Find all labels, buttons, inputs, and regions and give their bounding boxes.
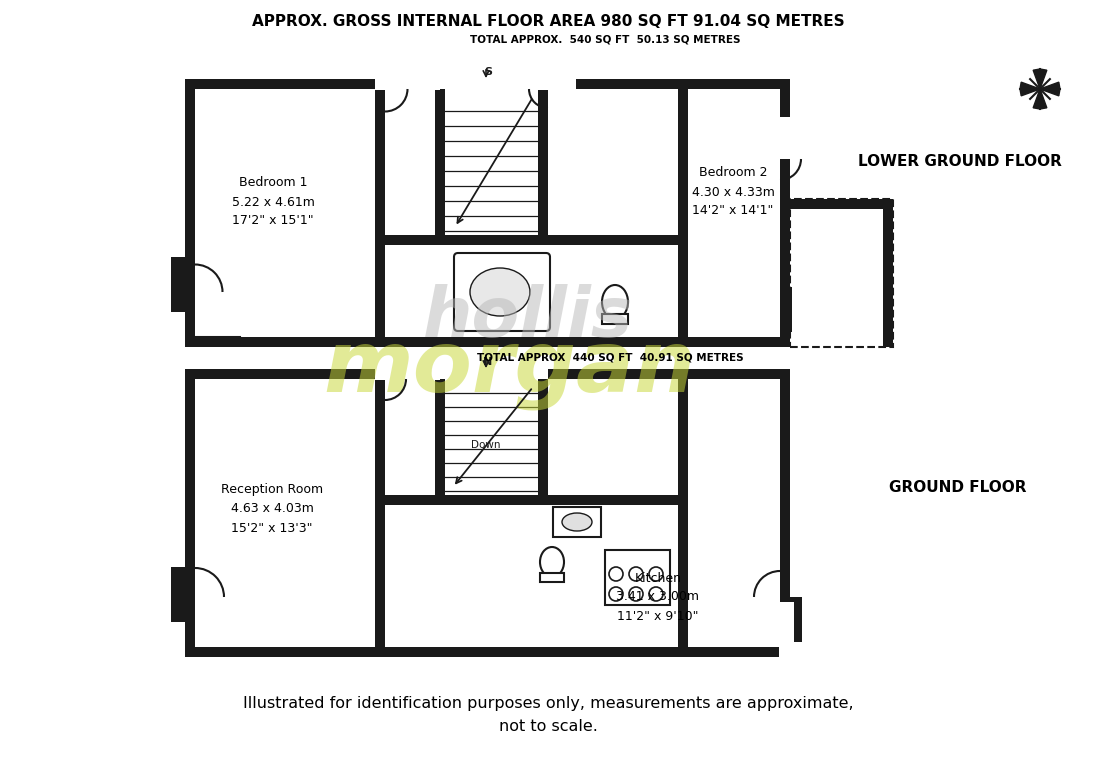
Ellipse shape bbox=[602, 285, 628, 319]
Bar bbox=[790, 199, 893, 347]
FancyBboxPatch shape bbox=[454, 253, 550, 331]
Bar bbox=[434, 379, 446, 505]
Bar bbox=[375, 79, 434, 89]
Bar bbox=[553, 507, 601, 537]
Text: morgan: morgan bbox=[323, 327, 696, 410]
Bar bbox=[375, 379, 688, 647]
Polygon shape bbox=[1040, 82, 1060, 96]
Text: TOTAL APPROX.  540 SQ FT  50.13 SQ METRES: TOTAL APPROX. 540 SQ FT 50.13 SQ METRES bbox=[470, 34, 740, 44]
Bar bbox=[375, 79, 385, 347]
Bar bbox=[375, 79, 688, 347]
Bar bbox=[375, 495, 688, 505]
Text: APPROX. GROSS INTERNAL FLOOR AREA 980 SQ FT 91.04 SQ METRES: APPROX. GROSS INTERNAL FLOOR AREA 980 SQ… bbox=[252, 15, 845, 30]
Bar bbox=[375, 369, 688, 657]
Text: N: N bbox=[483, 357, 493, 367]
Bar bbox=[538, 379, 548, 505]
Bar bbox=[375, 75, 440, 90]
Text: Illustrated for identification purposes only, measurements are approximate,
not : Illustrated for identification purposes … bbox=[243, 695, 854, 734]
Bar bbox=[434, 79, 548, 89]
Text: GROUND FLOOR: GROUND FLOOR bbox=[889, 479, 1026, 494]
Polygon shape bbox=[1033, 89, 1047, 109]
Bar bbox=[195, 379, 780, 647]
Bar bbox=[260, 647, 375, 657]
Bar bbox=[245, 337, 375, 347]
Bar bbox=[185, 337, 790, 347]
Text: hollis: hollis bbox=[422, 284, 634, 350]
Text: Bedroom 1
5.22 x 4.61m
17'2" x 15'1": Bedroom 1 5.22 x 4.61m 17'2" x 15'1" bbox=[232, 176, 315, 228]
Ellipse shape bbox=[540, 547, 564, 577]
Bar bbox=[185, 369, 790, 379]
Bar bbox=[170, 567, 185, 622]
Text: S: S bbox=[484, 67, 492, 77]
Bar bbox=[688, 369, 780, 379]
Bar bbox=[540, 573, 564, 582]
Bar bbox=[790, 597, 802, 642]
Bar bbox=[173, 262, 185, 312]
Bar bbox=[602, 314, 628, 324]
Ellipse shape bbox=[562, 513, 592, 531]
Text: TOTAL APPROX  440 SQ FT  40.91 SQ METRES: TOTAL APPROX 440 SQ FT 40.91 SQ METRES bbox=[476, 353, 744, 363]
Bar bbox=[779, 602, 794, 657]
Bar bbox=[195, 337, 230, 347]
Bar bbox=[548, 79, 688, 89]
Bar bbox=[434, 79, 446, 245]
Bar bbox=[195, 369, 375, 379]
Bar bbox=[195, 89, 780, 337]
Bar bbox=[538, 74, 558, 89]
Bar bbox=[185, 369, 195, 657]
Bar bbox=[780, 79, 790, 347]
Text: Bedroom 2
4.30 x 4.33m
14'2" x 14'1": Bedroom 2 4.30 x 4.33m 14'2" x 14'1" bbox=[692, 166, 774, 218]
Bar bbox=[678, 369, 688, 657]
Bar bbox=[780, 199, 790, 347]
Bar bbox=[780, 287, 792, 332]
Bar bbox=[375, 235, 688, 245]
Bar bbox=[605, 550, 670, 605]
Polygon shape bbox=[1033, 69, 1047, 89]
Bar bbox=[185, 647, 790, 657]
Bar bbox=[538, 75, 576, 90]
Text: LOWER GROUND FLOOR: LOWER GROUND FLOOR bbox=[858, 155, 1062, 169]
Bar bbox=[780, 369, 790, 657]
Text: Down: Down bbox=[471, 440, 501, 450]
Bar bbox=[434, 366, 548, 379]
Bar bbox=[780, 79, 790, 347]
Bar bbox=[375, 369, 385, 657]
Bar bbox=[678, 79, 688, 347]
Bar bbox=[375, 89, 688, 337]
Bar bbox=[375, 365, 440, 380]
Bar bbox=[170, 257, 185, 312]
Bar bbox=[375, 505, 385, 535]
Bar bbox=[790, 199, 893, 209]
Bar bbox=[779, 117, 794, 159]
Bar bbox=[883, 199, 893, 347]
Text: Reception Room
4.63 x 4.03m
15'2" x 13'3": Reception Room 4.63 x 4.03m 15'2" x 13'3… bbox=[221, 483, 323, 535]
Text: Kitchen
3.41 x 3.00m
11'2" x 9'10": Kitchen 3.41 x 3.00m 11'2" x 9'10" bbox=[616, 572, 700, 622]
Bar bbox=[185, 79, 195, 347]
Polygon shape bbox=[1020, 82, 1040, 96]
Bar bbox=[195, 647, 226, 657]
Ellipse shape bbox=[470, 268, 530, 316]
Bar bbox=[538, 79, 548, 245]
Bar bbox=[185, 79, 790, 89]
